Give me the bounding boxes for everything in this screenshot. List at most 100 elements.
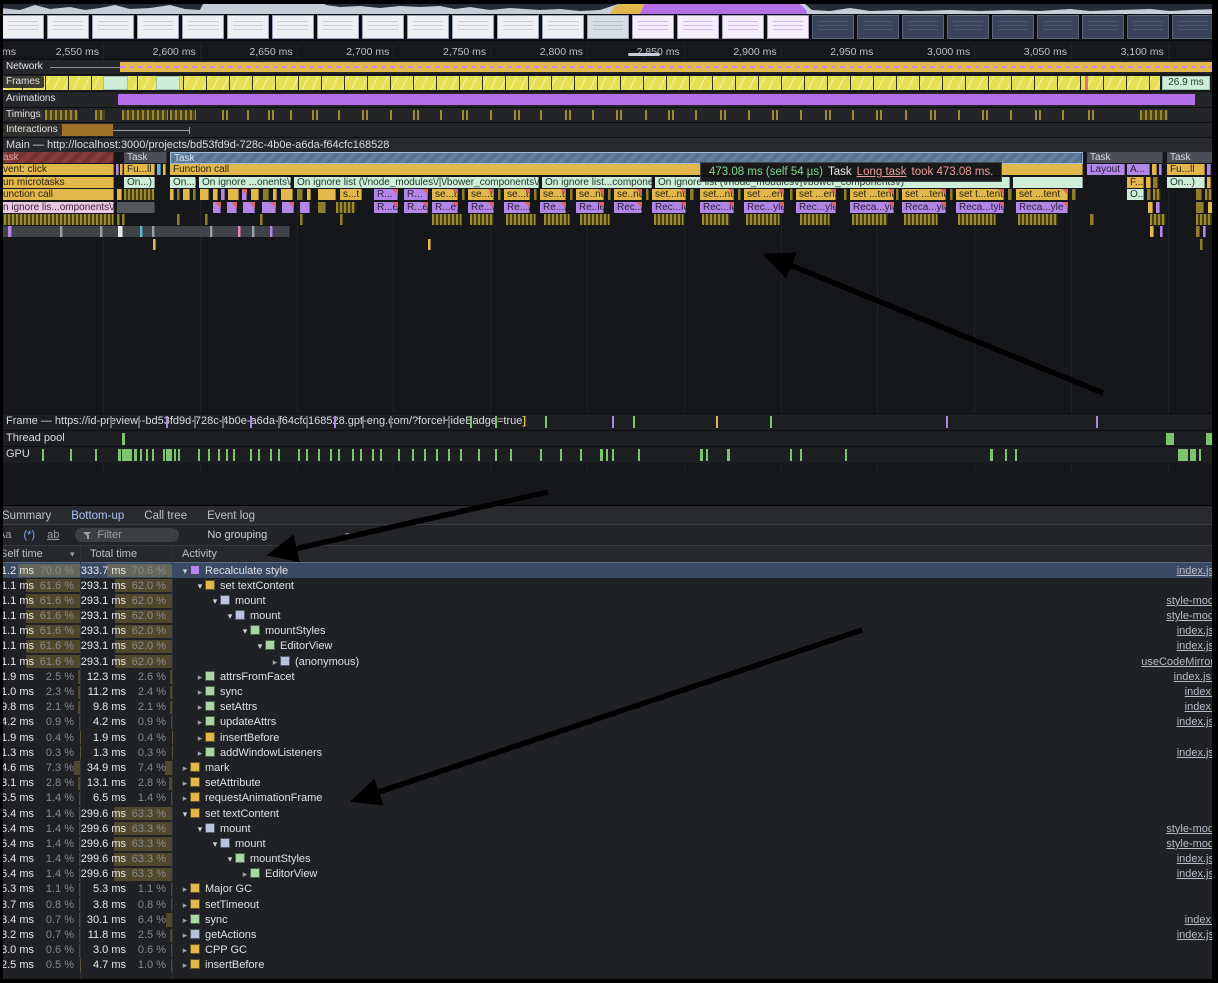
flame-bar[interactable]: Rec...le: [700, 201, 734, 213]
filmstrip-thumbnail[interactable]: [812, 15, 854, 39]
filmstrip-thumbnail[interactable]: [1172, 15, 1214, 39]
collapse-toggle[interactable]: ▾: [257, 641, 263, 652]
flame-bar-fragment[interactable]: [1148, 201, 1153, 213]
flame-bar[interactable]: Fu...ll: [124, 164, 155, 176]
collapse-toggle[interactable]: ▾: [197, 823, 203, 834]
flame-bar[interactable]: Task: [1087, 152, 1163, 163]
flame-bar[interactable]: Re...le: [540, 201, 566, 213]
flame-bar[interactable]: Reca...yle: [1016, 201, 1068, 213]
flame-bar-fragment[interactable]: [738, 189, 741, 201]
flame-bar[interactable]: un microtasks: [0, 176, 114, 188]
flame-bar[interactable]: R...: [404, 189, 428, 201]
source-link[interactable]: index.js: [1176, 746, 1214, 759]
column-header-self-time[interactable]: Self time: [0, 548, 43, 560]
flame-bar-fragment[interactable]: [300, 201, 310, 213]
flame-bar-fragment[interactable]: [580, 214, 610, 225]
main-thread-flame-chart[interactable]: ask Task Task Task Task vent: click Fu...ll Fun…: [0, 152, 1218, 252]
filmstrip-thumbnail[interactable]: [92, 15, 134, 39]
flame-bar-fragment[interactable]: [213, 189, 218, 201]
source-link[interactable]: index.js: [1176, 853, 1214, 866]
flame-bar[interactable]: ask: [0, 152, 114, 163]
flame-bar-fragment[interactable]: [193, 189, 196, 201]
flame-bar-fragment[interactable]: [1090, 214, 1094, 225]
flame-bar-fragment[interactable]: [1196, 214, 1216, 225]
table-row[interactable]: 6.4 ms 1.4 % 299.6 ms 63.3 % ▾ mount style-mod: [0, 821, 1218, 836]
table-row[interactable]: 13.1 ms2.8 % 13.1 ms2.8 % ▸ setAttribute: [0, 776, 1218, 791]
filmstrip-thumbnail[interactable]: [2, 15, 44, 39]
tab-call-tree[interactable]: Call tree: [144, 510, 188, 522]
flame-bar[interactable]: Rec...yle: [796, 201, 836, 213]
flame-bar-fragment[interactable]: [1205, 189, 1214, 201]
flame-bar[interactable]: set...nt: [652, 189, 686, 201]
collapse-toggle[interactable]: ▾: [212, 838, 218, 849]
flame-bar-fragment[interactable]: [297, 189, 303, 201]
collapse-toggle[interactable]: ▾: [197, 580, 203, 591]
flame-bar[interactable]: se..nt: [614, 189, 642, 201]
flame-bar[interactable]: Re..le: [576, 201, 604, 213]
table-row[interactable]: 3.4 ms 0.7 % 30.1 ms 6.4 % ▸ sync index.: [0, 912, 1218, 927]
flame-bar-fragment[interactable]: [262, 201, 276, 213]
frame-duration-badge[interactable]: 26.9 ms: [1162, 76, 1210, 90]
table-row[interactable]: 2.5 ms 0.5 % 4.7 ms 1.0 % ▸ insertBefore: [0, 958, 1218, 973]
flame-bar[interactable]: F...l: [1127, 176, 1144, 188]
animations-track[interactable]: Animations: [0, 91, 1218, 107]
filmstrip-thumbnail[interactable]: [542, 15, 584, 39]
table-row[interactable]: 1.9 ms 0.4 % 1.9 ms 0.4 % ▸ insertBefore: [0, 730, 1218, 745]
filmstrip-thumbnail[interactable]: [632, 15, 674, 39]
flame-bar-fragment[interactable]: [1207, 164, 1211, 176]
table-row[interactable]: 3.7 ms 0.8 % 3.8 ms 0.8 % ▸ setTimeout: [0, 897, 1218, 912]
flame-bar-fragment[interactable]: [124, 189, 155, 201]
flame-bar-fragment[interactable]: [844, 189, 847, 201]
expand-toggle[interactable]: ▸: [182, 914, 188, 925]
flame-bar[interactable]: On...): [124, 176, 155, 188]
source-link[interactable]: useCodeMirror: [1141, 655, 1214, 668]
source-link[interactable]: index.: [1184, 686, 1214, 698]
flame-bar[interactable]: R...: [374, 189, 398, 201]
source-link[interactable]: index.js: [1176, 929, 1214, 941]
flame-bar-fragment[interactable]: [183, 189, 190, 201]
flame-bar-fragment[interactable]: [746, 214, 780, 225]
flame-bar-fragment[interactable]: [243, 201, 255, 213]
table-row[interactable]: 4.2 ms 0.9 % 4.2 ms 0.9 % ▸ updateAttrs index.…: [0, 715, 1218, 730]
flame-bar[interactable]: R...e: [432, 201, 458, 213]
source-link[interactable]: index.js: [1176, 868, 1214, 881]
interactions-track[interactable]: Interactions: [0, 122, 1218, 137]
thread-pool-track[interactable]: Thread pool: [0, 430, 1218, 446]
flame-bar-fragment[interactable]: [1208, 201, 1214, 213]
table-row[interactable]: 5.3 ms 1.1 % 5.3 ms 1.1 % ▸ Major GC: [0, 882, 1218, 897]
timings-track[interactable]: Timings: [0, 107, 1218, 122]
flame-bar[interactable]: Fu...ll: [1167, 164, 1205, 176]
timings-track-label[interactable]: Timings: [2, 109, 45, 121]
source-link[interactable]: index.js: [1176, 625, 1214, 638]
flame-bar-fragment[interactable]: [1152, 164, 1157, 176]
flame-bar-fragment[interactable]: [1072, 189, 1076, 201]
flame-bar[interactable]: set t...tent: [956, 189, 1004, 201]
expand-toggle[interactable]: ▸: [197, 687, 203, 697]
flame-bar-fragment[interactable]: [608, 189, 611, 201]
flame-bar-fragment[interactable]: [205, 214, 208, 225]
flame-bar-fragment[interactable]: [800, 214, 830, 225]
flame-bar-fragment[interactable]: [263, 189, 269, 201]
table-row[interactable]: 6.4 ms 1.4 % 299.6 ms 63.3 % ▸ EditorView inde…: [0, 867, 1218, 882]
frames-bar[interactable]: [0, 76, 1160, 90]
frames-track[interactable]: 26.9 ms Frames: [0, 74, 1218, 91]
flame-bar-fragment[interactable]: [1156, 201, 1160, 213]
collapse-toggle[interactable]: ▾: [227, 611, 233, 622]
flame-bar-fragment[interactable]: [1153, 176, 1158, 188]
flame-bar-fragment[interactable]: [0, 214, 114, 225]
flame-bar-fragment[interactable]: [157, 164, 161, 176]
flame-bar-fragment[interactable]: [238, 226, 241, 238]
flame-bar-fragment[interactable]: [498, 189, 501, 201]
chevron-down-icon[interactable]: ▾: [345, 529, 350, 540]
flame-bar-fragment[interactable]: [904, 214, 938, 225]
source-link[interactable]: style-mod: [1166, 822, 1214, 835]
tab-summary[interactable]: Summary: [2, 510, 52, 522]
flame-bar-fragment[interactable]: [432, 214, 462, 225]
table-row[interactable]: 9.8 ms 2.1 % 9.8 ms 2.1 % ▸ setAttrs index.: [0, 700, 1218, 715]
flame-bar-fragment[interactable]: [340, 214, 343, 225]
flame-bar-fragment[interactable]: [273, 189, 277, 201]
flame-bar[interactable]: Task: [170, 152, 1083, 164]
network-track-label[interactable]: Network: [2, 61, 47, 73]
match-whole-word-button[interactable]: ab: [47, 529, 60, 541]
filmstrip-thumbnail[interactable]: [362, 15, 404, 39]
